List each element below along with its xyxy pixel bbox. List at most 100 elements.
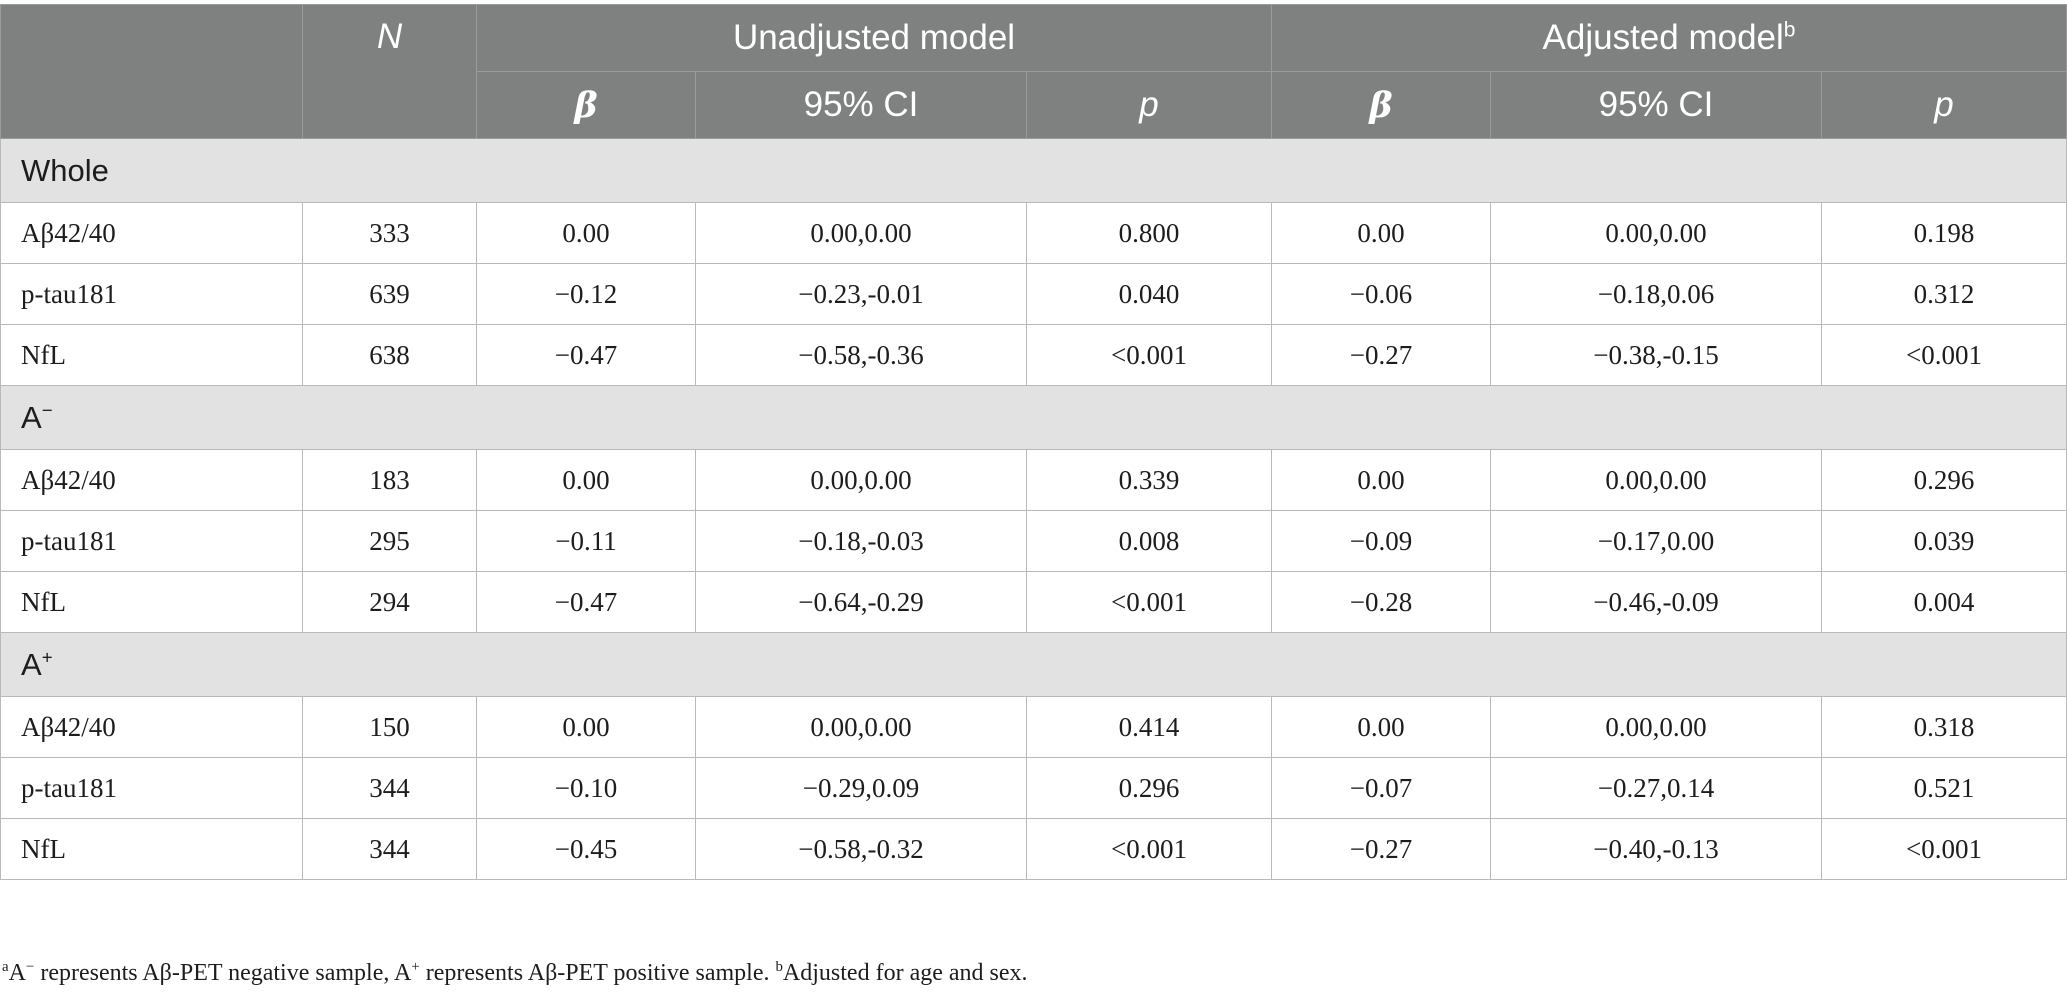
adjusted-beta-cell: −0.27	[1271, 818, 1491, 880]
header-adjusted-ci: 95% CI	[1490, 71, 1822, 139]
adjusted-p-cell: 0.296	[1820, 449, 2067, 511]
n-cell: 344	[302, 818, 477, 880]
n-cell: 344	[302, 757, 477, 819]
header-adjusted-p: p	[1820, 71, 2067, 139]
table-row: NfL 344 −0.45 −0.58,-0.32 <0.001 −0.27 −0.40,-…	[0, 818, 2067, 880]
adjusted-beta-cell: 0.00	[1271, 449, 1491, 511]
unadjusted-ci-cell: −0.58,-0.32	[695, 818, 1027, 880]
n-cell: 638	[302, 324, 477, 386]
row-label: NfL	[0, 571, 303, 633]
adjusted-ci-cell: −0.46,-0.09	[1490, 571, 1822, 633]
header-unadjusted-ci: 95% CI	[695, 71, 1027, 139]
unadjusted-p-cell: 0.800	[1026, 202, 1272, 264]
table-row: p-tau181 295 −0.11 −0.18,-0.03 0.008 −0.09 −0.…	[0, 510, 2067, 572]
row-label: p-tau181	[0, 263, 303, 325]
table-footnote: aA− represents Aβ-PET negative sample, A…	[2, 960, 1028, 987]
header-adjusted-model-text: Adjusted model	[1542, 18, 1784, 57]
section-title-text: Whole	[21, 152, 109, 188]
adjusted-p-cell: 0.312	[1820, 263, 2067, 325]
footnote-text-3: Adjusted for age and sex.	[782, 960, 1028, 986]
header-unadjusted-p: p	[1026, 71, 1272, 139]
unadjusted-ci-cell: 0.00,0.00	[695, 449, 1027, 511]
adjusted-ci-cell: −0.18,0.06	[1490, 263, 1822, 325]
adjusted-beta-cell: 0.00	[1271, 202, 1491, 264]
unadjusted-ci-cell: −0.64,-0.29	[695, 571, 1027, 633]
row-label: NfL	[0, 324, 303, 386]
unadjusted-ci-cell: −0.23,-0.01	[695, 263, 1027, 325]
header-adjusted-model: Adjusted modelb	[1270, 4, 2067, 72]
adjusted-ci-cell: −0.40,-0.13	[1490, 818, 1822, 880]
row-label: p-tau181	[0, 757, 303, 819]
unadjusted-ci-cell: −0.18,-0.03	[695, 510, 1027, 572]
footnote-neg-sup: −	[25, 959, 35, 975]
table-row: NfL 294 −0.47 −0.64,-0.29 <0.001 −0.28 −0.46,-…	[0, 571, 2067, 633]
unadjusted-ci-cell: −0.58,-0.36	[695, 324, 1027, 386]
adjusted-ci-cell: −0.38,-0.15	[1490, 324, 1822, 386]
unadjusted-beta-cell: 0.00	[476, 202, 696, 264]
n-cell: 295	[302, 510, 477, 572]
row-label: Aβ42/40	[0, 202, 303, 264]
header-blank-cell	[0, 4, 303, 139]
unadjusted-beta-cell: −0.45	[476, 818, 696, 880]
footnote-a-neg: A	[8, 960, 26, 986]
section-row: Whole	[0, 138, 2067, 203]
table-body: Whole Aβ42/40 333 0.00 0.00,0.00 0.800 0.00 0.0…	[0, 138, 2067, 880]
unadjusted-p-cell: <0.001	[1026, 571, 1272, 633]
unadjusted-p-cell: <0.001	[1026, 324, 1272, 386]
table-row: p-tau181 639 −0.12 −0.23,-0.01 0.040 −0.06 −0.…	[0, 263, 2067, 325]
unadjusted-p-cell: 0.296	[1026, 757, 1272, 819]
section-title: A−	[0, 385, 2067, 450]
table-row: Aβ42/40 183 0.00 0.00,0.00 0.339 0.00 0.00,0.0…	[0, 449, 2067, 511]
row-label: p-tau181	[0, 510, 303, 572]
adjusted-p-cell: <0.001	[1820, 818, 2067, 880]
section-row: A−	[0, 385, 2067, 450]
unadjusted-beta-cell: 0.00	[476, 696, 696, 758]
adjusted-beta-cell: −0.09	[1271, 510, 1491, 572]
unadjusted-beta-cell: −0.12	[476, 263, 696, 325]
adjusted-ci-cell: −0.27,0.14	[1490, 757, 1822, 819]
n-cell: 294	[302, 571, 477, 633]
adjusted-p-cell: 0.521	[1820, 757, 2067, 819]
table-row: p-tau181 344 −0.10 −0.29,0.09 0.296 −0.07 −0.2…	[0, 757, 2067, 819]
footnote-mark-b: b	[775, 959, 783, 975]
row-label: Aβ42/40	[0, 449, 303, 511]
table-row: NfL 638 −0.47 −0.58,-0.36 <0.001 −0.27 −0.38,-…	[0, 324, 2067, 386]
adjusted-ci-cell: 0.00,0.00	[1490, 696, 1822, 758]
footnote-text-2: represents Aβ-PET positive sample.	[419, 960, 776, 986]
unadjusted-beta-cell: −0.47	[476, 571, 696, 633]
header-adjusted-footnote-mark: b	[1783, 18, 1796, 42]
adjusted-p-cell: <0.001	[1820, 324, 2067, 386]
adjusted-p-cell: 0.039	[1820, 510, 2067, 572]
table-header: N Unadjusted model Adjusted modelb β 95%…	[0, 4, 2067, 139]
n-cell: 639	[302, 263, 477, 325]
unadjusted-p-cell: 0.414	[1026, 696, 1272, 758]
unadjusted-p-cell: <0.001	[1026, 818, 1272, 880]
adjusted-beta-cell: −0.28	[1271, 571, 1491, 633]
adjusted-p-cell: 0.004	[1820, 571, 2067, 633]
results-table: N Unadjusted model Adjusted modelb β 95%…	[0, 4, 2067, 880]
header-n: N	[302, 4, 477, 139]
unadjusted-beta-cell: −0.47	[476, 324, 696, 386]
n-cell: 150	[302, 696, 477, 758]
table-row: Aβ42/40 333 0.00 0.00,0.00 0.800 0.00 0.00,0.0…	[0, 202, 2067, 264]
adjusted-beta-cell: −0.07	[1271, 757, 1491, 819]
section-title: A+	[0, 632, 2067, 697]
section-title-sup: −	[41, 399, 53, 421]
n-cell: 333	[302, 202, 477, 264]
unadjusted-p-cell: 0.339	[1026, 449, 1272, 511]
adjusted-beta-cell: 0.00	[1271, 696, 1491, 758]
unadjusted-ci-cell: 0.00,0.00	[695, 696, 1027, 758]
adjusted-p-cell: 0.198	[1820, 202, 2067, 264]
unadjusted-beta-cell: 0.00	[476, 449, 696, 511]
section-row: A+	[0, 632, 2067, 697]
adjusted-p-cell: 0.318	[1820, 696, 2067, 758]
header-unadjusted-beta: β	[476, 71, 696, 139]
adjusted-ci-cell: 0.00,0.00	[1490, 449, 1822, 511]
header-unadjusted-model: Unadjusted model	[476, 4, 1272, 72]
adjusted-beta-cell: −0.27	[1271, 324, 1491, 386]
section-title: Whole	[0, 138, 2067, 203]
footnote-pos-sup: +	[411, 959, 420, 975]
unadjusted-ci-cell: 0.00,0.00	[695, 202, 1027, 264]
n-cell: 183	[302, 449, 477, 511]
unadjusted-p-cell: 0.040	[1026, 263, 1272, 325]
